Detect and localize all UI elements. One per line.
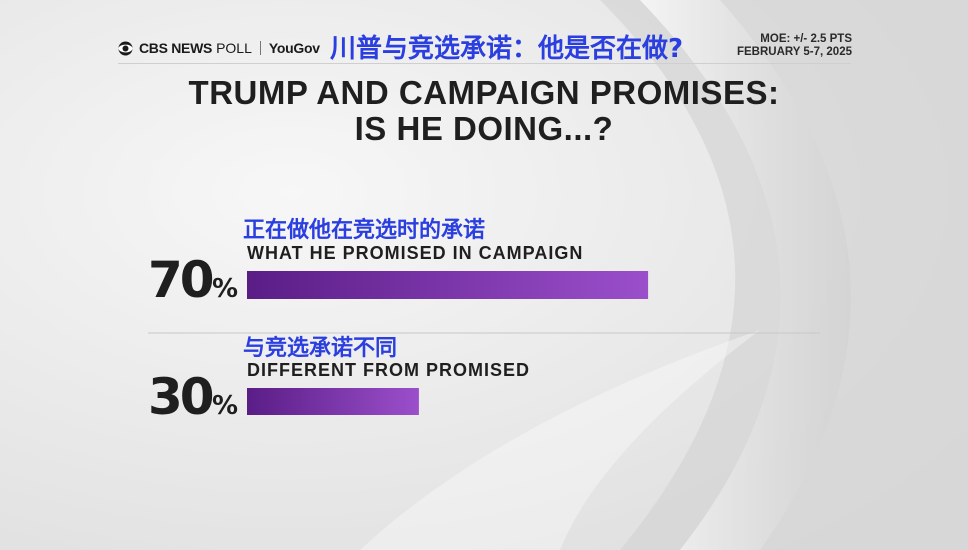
header-title-chinese: 川普与竞选承诺：他是否在做? bbox=[330, 34, 684, 64]
category-label-zh: 正在做他在竞选时的承诺 bbox=[243, 217, 485, 243]
brand-yougov: YouGov bbox=[268, 40, 320, 56]
bar bbox=[247, 388, 419, 415]
category-label: DIFFERENT FROM PROMISED bbox=[247, 360, 530, 380]
cbs-eye-icon bbox=[118, 40, 133, 56]
margin-of-error: MOE: +/- 2.5 PTS bbox=[760, 33, 852, 45]
data-label-unit: % bbox=[212, 391, 238, 421]
data-label-value: 70 bbox=[148, 251, 213, 309]
header-brand: CBS NEWS POLL YouGov bbox=[118, 38, 320, 58]
chart-title-line2: IS HE DOING...? bbox=[354, 110, 614, 147]
brand-poll: POLL bbox=[216, 40, 252, 56]
category-label: WHAT HE PROMISED IN CAMPAIGN bbox=[247, 243, 583, 263]
poll-dates: FEBRUARY 5-7, 2025 bbox=[736, 46, 852, 58]
data-label-value: 30 bbox=[148, 368, 213, 426]
category-label-zh: 与竞选承诺不同 bbox=[243, 335, 397, 361]
header-divider bbox=[118, 63, 851, 64]
chart-title-line1: TRUMP AND CAMPAIGN PROMISES: bbox=[188, 74, 780, 111]
header-meta: MOE: +/- 2.5 PTS FEBRUARY 5-7, 2025 bbox=[737, 33, 852, 59]
brand-cbs-news: CBS NEWS bbox=[139, 40, 213, 56]
data-label-unit: % bbox=[212, 274, 238, 304]
brand-divider bbox=[259, 41, 261, 55]
bar bbox=[247, 271, 649, 299]
